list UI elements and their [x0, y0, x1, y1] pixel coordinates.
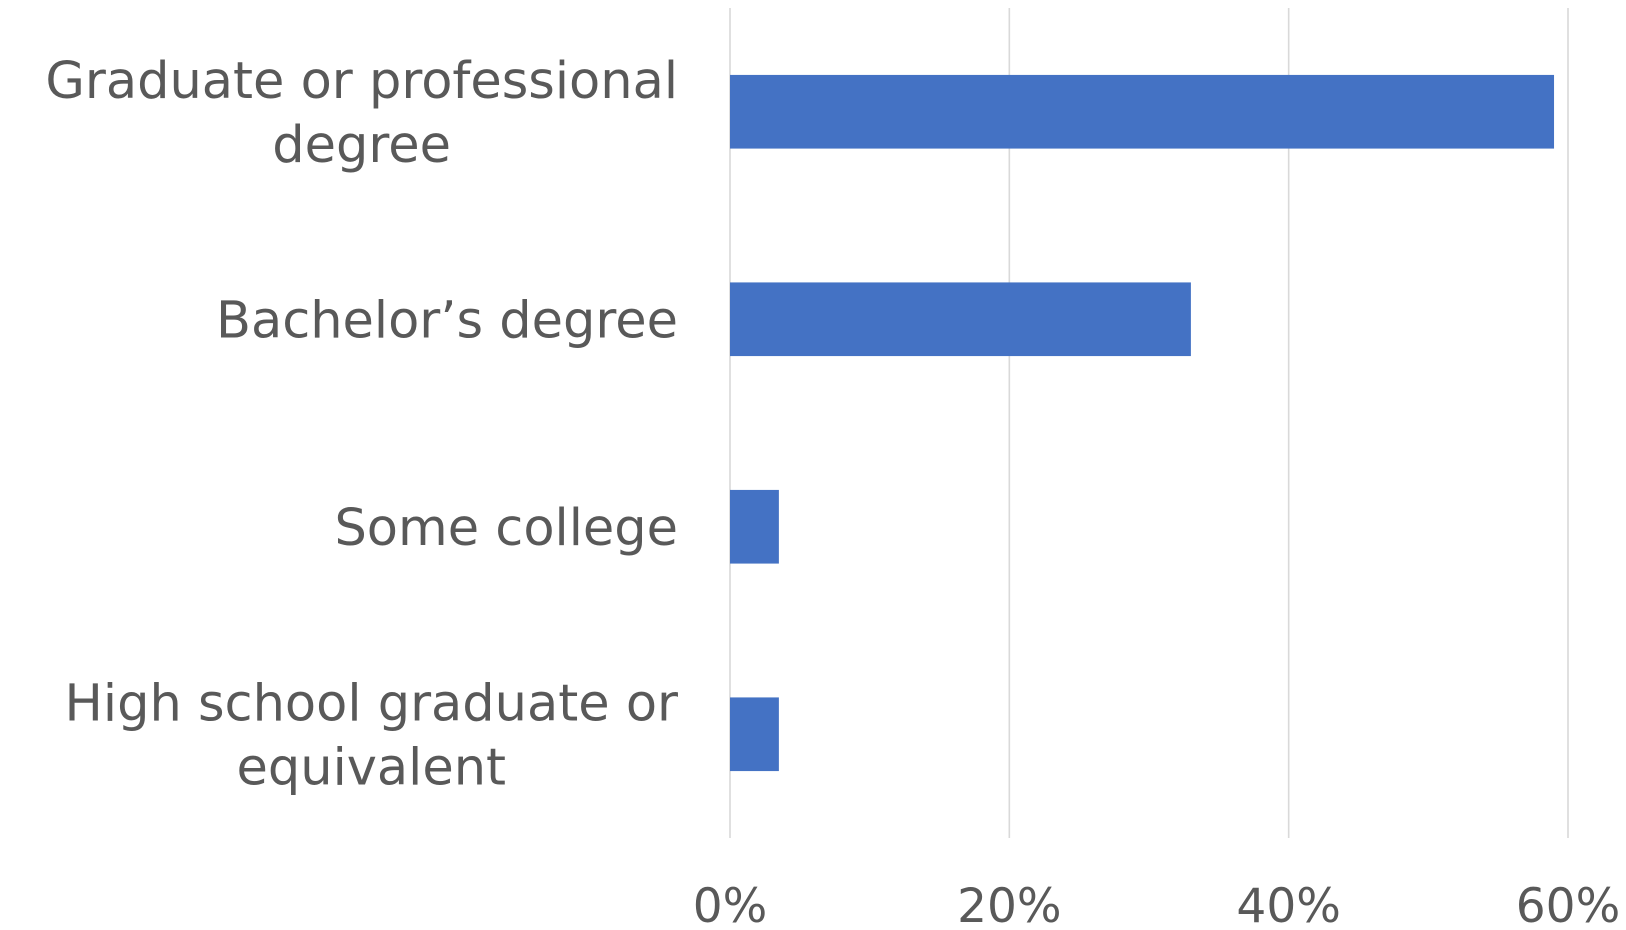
- bars: [730, 74, 1555, 772]
- category-label-1: Bachelor’s degree: [216, 291, 678, 350]
- x-tick-label-3: 60%: [1516, 879, 1620, 930]
- category-label-0-line-0: Graduate or professional: [45, 52, 678, 111]
- x-tick-label-2: 40%: [1236, 879, 1340, 930]
- bar-2: [730, 489, 779, 564]
- x-axis-tick-labels: 0% 20% 40% 60%: [693, 879, 1621, 930]
- bar-3: [730, 697, 779, 772]
- bar-1: [730, 282, 1191, 357]
- category-label-2: Some college: [334, 499, 678, 558]
- x-tick-label-0: 0%: [693, 879, 768, 930]
- x-tick-label-1: 20%: [957, 879, 1061, 930]
- category-label-3-line-1: equivalent: [237, 738, 507, 797]
- category-label-2-line-0: Some college: [334, 499, 678, 558]
- category-label-3-line-0: High school graduate or: [65, 674, 678, 733]
- category-label-0-line-1: degree: [272, 116, 451, 175]
- bar-0: [730, 74, 1555, 149]
- category-label-1-line-0: Bachelor’s degree: [216, 291, 678, 350]
